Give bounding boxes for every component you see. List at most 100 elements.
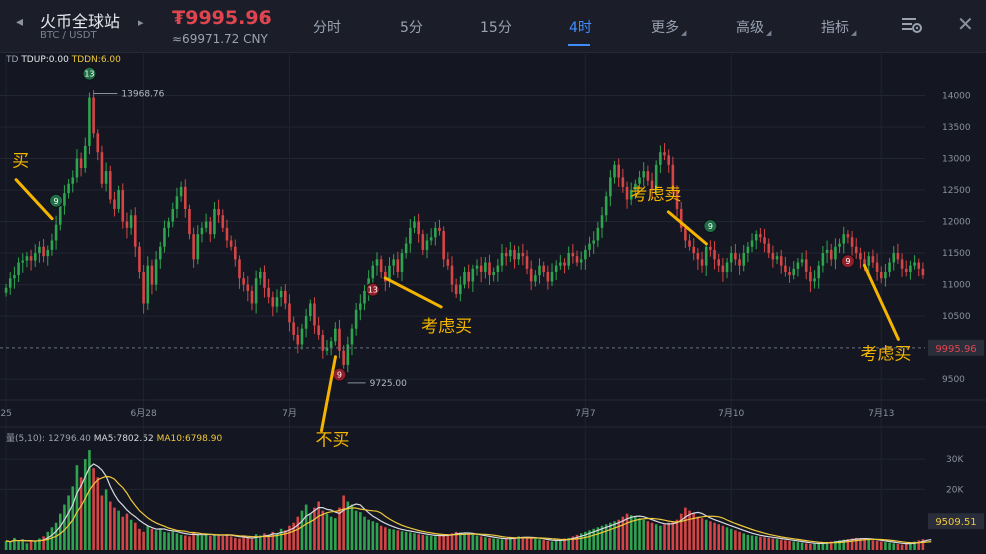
volume-bar — [917, 540, 921, 550]
volume-bar — [604, 524, 608, 550]
chart-settings-icon[interactable] — [901, 16, 923, 34]
candle-body — [792, 268, 796, 276]
candle-body — [621, 177, 625, 187]
volume-bar — [338, 507, 341, 550]
tab-more-label: 更多 — [651, 20, 679, 36]
volume-bar — [29, 540, 33, 550]
volume-bar — [4, 540, 8, 550]
candle-body — [79, 158, 83, 168]
chevron-left-icon[interactable]: ◂ — [16, 14, 24, 30]
volume-bar — [171, 531, 175, 550]
candle-body — [13, 275, 16, 279]
tab-advanced[interactable]: 高级 ◢ — [736, 17, 771, 37]
candle-body — [242, 278, 245, 285]
volume-bar — [175, 533, 179, 550]
volume-bar — [246, 537, 250, 550]
volume-ma10: MA10:6798.90 — [156, 434, 223, 444]
volume-bar — [196, 534, 200, 550]
candle-body — [421, 234, 425, 250]
volume-bar — [871, 540, 875, 550]
candle-body — [317, 325, 320, 335]
candle-body — [729, 253, 733, 263]
volume-bar — [375, 522, 379, 550]
volume-bar — [125, 513, 129, 550]
volume-bar — [875, 540, 879, 550]
volume-bar — [817, 543, 821, 550]
candle-body — [625, 186, 629, 200]
candle-body — [684, 227, 687, 241]
candle-body — [271, 297, 275, 307]
volume-bar — [71, 486, 75, 550]
price-tick-label: 11000 — [942, 281, 971, 291]
candle-body — [496, 265, 500, 272]
candle-body — [83, 145, 87, 168]
tab-more[interactable]: 更多 ◢ — [651, 17, 686, 37]
price-tick-label: 14000 — [942, 92, 971, 102]
annotation-arrow — [862, 263, 900, 341]
candle-body — [846, 234, 850, 238]
volume-bar — [317, 501, 320, 550]
candle-body — [33, 253, 37, 261]
volume-bar — [504, 538, 508, 550]
volume-bar — [208, 535, 212, 550]
volume-bar — [642, 519, 645, 550]
chevron-right-icon[interactable]: ▸ — [138, 16, 144, 29]
close-icon[interactable]: ✕ — [957, 12, 974, 36]
candle-body — [617, 164, 620, 178]
tab-indicators[interactable]: 指标 ◢ — [821, 17, 856, 37]
candle-body — [679, 208, 683, 228]
candle-body — [484, 262, 487, 272]
volume-bar — [254, 534, 258, 550]
volume-bar — [263, 533, 266, 550]
volume-bar — [863, 539, 866, 550]
volume-bar — [417, 534, 420, 550]
volume-bar — [775, 539, 779, 550]
candle-body — [113, 199, 116, 209]
volume-bar — [759, 536, 762, 550]
price-tick-label: 9500 — [942, 375, 965, 385]
candle-body — [313, 303, 316, 326]
candle-body — [663, 152, 666, 156]
candle-body — [592, 240, 595, 244]
volume-bar — [763, 537, 766, 550]
annotation-label: 考虑卖 — [630, 185, 681, 205]
volume-bar — [92, 468, 95, 550]
annotation-arrow — [383, 276, 443, 309]
candle-body — [721, 265, 725, 272]
candle-body — [900, 259, 904, 269]
volume-bar — [517, 536, 520, 550]
volume-bar — [659, 525, 662, 550]
volume-bar — [650, 522, 654, 550]
volume-bar — [692, 513, 696, 550]
candle-body — [158, 246, 162, 260]
volume-bar — [309, 513, 312, 550]
volume-bar — [346, 501, 350, 550]
exchange-name[interactable]: 火币全球站 — [40, 12, 121, 31]
volume-bar — [704, 519, 708, 550]
candle-body — [779, 256, 783, 266]
candle-body — [379, 259, 383, 272]
volume-bar — [463, 533, 466, 550]
td-marker-label: 13 — [84, 70, 94, 79]
volume-bar — [646, 521, 650, 550]
tab-15min[interactable]: 15分 — [480, 20, 512, 36]
volume-bar — [904, 543, 908, 550]
candle-body — [854, 246, 858, 254]
volume-bar — [892, 543, 896, 550]
volume-bar — [79, 477, 83, 550]
volume-bar — [342, 495, 345, 550]
volume-bar — [588, 530, 591, 550]
volume-bar — [213, 533, 216, 550]
candle-body — [329, 341, 333, 348]
volume-bar — [617, 519, 620, 550]
tab-timeshare[interactable]: 分时 — [313, 20, 341, 36]
volume-bar — [809, 543, 812, 550]
low-price-label: 9725.00 — [370, 379, 407, 389]
tab-4hour[interactable]: 4时 — [569, 20, 592, 36]
volume-bar — [63, 504, 66, 550]
tab-5min[interactable]: 5分 — [400, 20, 423, 36]
candle-body — [467, 271, 470, 282]
price-tick-label: 13000 — [942, 155, 971, 165]
volume-bar — [529, 538, 533, 550]
